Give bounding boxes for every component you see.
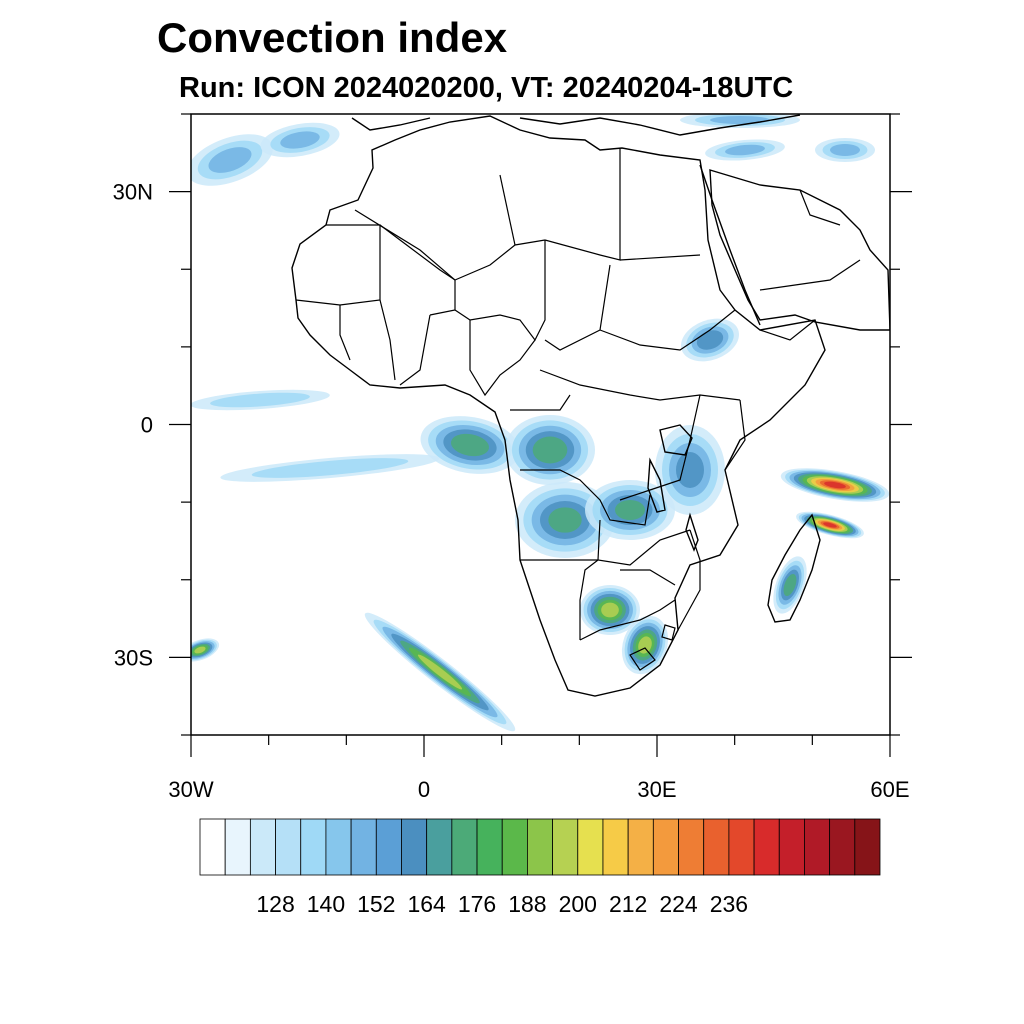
colorbar-label: 128 [256, 891, 294, 917]
convection-cell [601, 602, 619, 618]
convection-cell [417, 654, 463, 690]
europe-coastline [351, 114, 801, 136]
convection-cell [823, 522, 837, 528]
colorbar-label: 152 [357, 891, 395, 917]
coastlines-and-borders [291, 114, 890, 697]
convection-cell [194, 646, 206, 654]
convection-cell [450, 433, 490, 457]
colorbar-swatch [451, 818, 478, 876]
africa-coastline [291, 115, 826, 697]
colorbar-swatch [224, 818, 251, 876]
y-tick-label: 30S [114, 645, 153, 670]
y-tick-label: 30N [113, 180, 153, 205]
convection-cell [696, 330, 724, 350]
arabia-coastline [709, 169, 890, 331]
colorbar-swatch [275, 818, 302, 876]
colorbar-label: 236 [710, 891, 748, 917]
colorbar-label: 188 [508, 891, 546, 917]
colorbar-swatch [300, 818, 327, 876]
colorbar: 128 140 152 164 176 188 200 212 224 236 [199, 818, 881, 917]
x-tick-label: 0 [418, 777, 430, 802]
convection-cell [548, 507, 582, 533]
lake-tanganyika [647, 457, 666, 513]
colorbar-swatch [350, 818, 377, 876]
convection-cell [830, 144, 860, 156]
colorbar-swatch [199, 818, 226, 876]
colorbar-swatch [627, 818, 654, 876]
colorbar-label: 200 [559, 891, 597, 917]
colorbar-swatch [476, 818, 503, 876]
country-borders [295, 148, 861, 671]
convection-cell [280, 131, 320, 149]
colorbar-swatch [652, 818, 679, 876]
convection-cell [615, 500, 645, 520]
colorbar-swatch [577, 818, 604, 876]
colorbar-swatch [854, 818, 881, 876]
convection-cell [210, 392, 310, 408]
colorbar-swatch [249, 818, 276, 876]
colorbar-swatch [501, 818, 528, 876]
convection-field [191, 114, 890, 732]
lake-victoria [659, 424, 693, 456]
colorbar-swatch [753, 818, 780, 876]
colorbar-swatch [778, 818, 805, 876]
map-title: Convection index [157, 14, 508, 61]
convection-cell [532, 436, 568, 464]
convection-cell [783, 574, 797, 596]
map-subtitle: Run: ICON 2024020200, VT: 20240204-18UTC [179, 72, 794, 104]
y-tick-label: 0 [141, 413, 153, 438]
axis-tick-labels: 30W 0 30E 60E 30N 0 30S [113, 180, 910, 802]
red-sea-coastline [699, 164, 761, 326]
colorbar-label: 224 [659, 891, 698, 917]
x-tick-label: 30E [637, 777, 676, 802]
madagascar-coastline [767, 513, 821, 623]
colorbar-swatch [401, 818, 428, 876]
convection-cell [676, 452, 704, 488]
axis-ticks [169, 113, 912, 757]
convection-cell [725, 144, 765, 156]
convection-cell [208, 147, 252, 173]
convection-cell [710, 116, 770, 124]
colorbar-swatch [527, 818, 553, 876]
colorbar-label: 176 [458, 891, 496, 917]
colorbar-label: 212 [609, 891, 647, 917]
colorbar-swatch [375, 818, 402, 876]
colorbar-swatch [728, 818, 755, 876]
colorbar-swatch [602, 818, 629, 876]
x-tick-label: 60E [870, 777, 909, 802]
colorbar-swatch [829, 818, 856, 876]
colorbar-swatch [804, 818, 831, 876]
x-tick-label: 30W [168, 777, 213, 802]
colorbar-label: 140 [307, 891, 345, 917]
colorbar-swatch [426, 818, 453, 876]
colorbar-swatch [678, 818, 705, 876]
convection-cell [251, 458, 409, 478]
colorbar-swatch [552, 818, 579, 876]
convection-cell [824, 481, 846, 489]
colorbar-label: 164 [407, 891, 446, 917]
lake-malawi [685, 512, 699, 552]
colorbar-swatch [703, 818, 730, 876]
colorbar-swatch [325, 818, 352, 876]
